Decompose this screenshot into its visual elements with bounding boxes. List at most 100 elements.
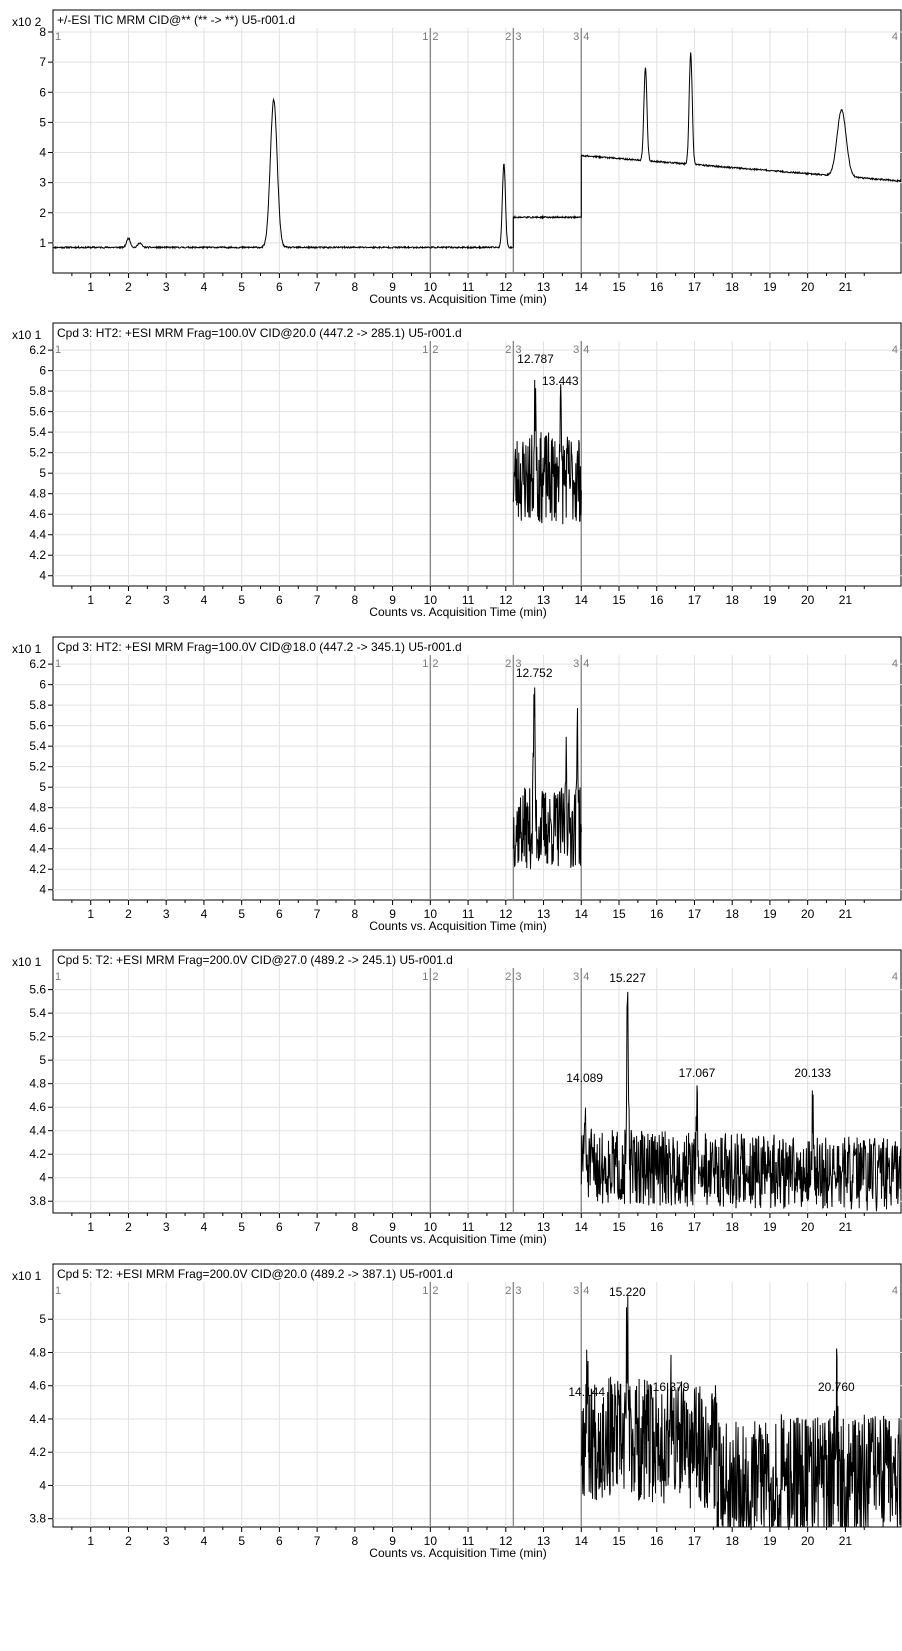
y-tick-label: 6.2: [29, 343, 46, 357]
segment-label-right: 4: [583, 658, 589, 670]
x-axis-label: Counts vs. Acquisition Time (min): [369, 1232, 546, 1246]
y-tick-label: 1: [39, 236, 46, 250]
x-tick-label: 8: [352, 1534, 359, 1548]
chart-group: x10 2 +/-ESI TIC MRM CID@** (** -> **) U5…: [12, 9, 902, 306]
x-tick-label: 10: [424, 907, 438, 921]
x-tick-label: 17: [688, 280, 702, 294]
x-tick-label: 19: [763, 1534, 777, 1548]
segment-label-right: 2: [432, 971, 438, 983]
segment-start-label: 1: [55, 1285, 61, 1297]
chromatogram-trace: [580, 991, 902, 1212]
chromatogram-trace: [52, 52, 902, 250]
x-tick-label: 7: [314, 1534, 321, 1548]
x-tick-label: 12: [499, 593, 513, 607]
x-tick-label: 13: [537, 907, 551, 921]
chart-group: x10 1 Cpd 5: T2: +ESI MRM Frag=200.0V CID…: [12, 949, 902, 1246]
y-tick-label: 6: [39, 364, 46, 378]
y-tick-label: 6: [39, 85, 46, 99]
x-tick-label: 4: [201, 907, 208, 921]
x-tick-label: 18: [726, 593, 740, 607]
x-tick-label: 2: [125, 593, 132, 607]
segment-label-right: 4: [583, 31, 589, 43]
y-tick-label: 2: [39, 206, 46, 220]
y-tick-label: 4.4: [29, 528, 46, 542]
x-tick-label: 15: [612, 907, 626, 921]
segment-start-label: 1: [55, 344, 61, 356]
peak-annotation: 15.227: [609, 971, 646, 985]
y-tick-label: 4.2: [29, 1147, 46, 1161]
x-tick-label: 7: [314, 907, 321, 921]
segment-end-label: 4: [892, 1285, 898, 1297]
chart-panel-3: x10 1 Cpd 3: HT2: +ESI MRM Frag=100.0V CI…: [12, 636, 902, 933]
plot-frame: [52, 949, 902, 1214]
peak-annotation: 17.067: [679, 1066, 716, 1080]
x-tick-label: 15: [612, 1534, 626, 1548]
y-multiplier: x10 1: [12, 328, 42, 342]
x-tick-label: 18: [726, 1220, 740, 1234]
peak-annotation: 13.443: [542, 374, 579, 388]
y-multiplier: x10 2: [12, 15, 42, 29]
x-tick-label: 15: [612, 280, 626, 294]
y-tick-label: 4.4: [29, 1124, 46, 1138]
y-tick-label: 5.8: [29, 384, 46, 398]
segment-label-right: 2: [432, 344, 438, 356]
segment-label-right: 3: [515, 658, 521, 670]
x-tick-label: 3: [163, 907, 170, 921]
segment-label-left: 1: [422, 658, 428, 670]
y-tick-label: 4: [39, 146, 46, 160]
y-tick-label: 4.2: [29, 862, 46, 876]
chart-group: x10 1 Cpd 3: HT2: +ESI MRM Frag=100.0V CI…: [12, 322, 902, 619]
y-tick-label: 5.2: [29, 760, 46, 774]
chart-title: Cpd 5: T2: +ESI MRM Frag=200.0V CID@20.0…: [57, 1267, 453, 1281]
segment-label-right: 4: [583, 971, 589, 983]
x-tick-label: 20: [801, 280, 815, 294]
segment-label-left: 3: [573, 658, 579, 670]
x-tick-label: 12: [499, 1534, 513, 1548]
y-tick-label: 4.4: [29, 1412, 46, 1426]
x-tick-label: 14: [575, 1534, 589, 1548]
y-tick-label: 4.8: [29, 487, 46, 501]
x-tick-label: 7: [314, 1220, 321, 1234]
y-tick-label: 6: [39, 678, 46, 692]
y-tick-label: 4.8: [29, 801, 46, 815]
x-tick-label: 2: [125, 280, 132, 294]
x-tick-label: 13: [537, 280, 551, 294]
chart-group: x10 1 Cpd 5: T2: +ESI MRM Frag=200.0V CID…: [12, 1263, 902, 1560]
x-tick-label: 13: [537, 593, 551, 607]
y-multiplier: x10 1: [12, 1269, 42, 1283]
chart-title: Cpd 5: T2: +ESI MRM Frag=200.0V CID@27.0…: [57, 953, 453, 967]
y-tick-label: 5.4: [29, 739, 46, 753]
segment-start-label: 1: [55, 658, 61, 670]
x-tick-label: 21: [839, 1534, 853, 1548]
chart-title: Cpd 3: HT2: +ESI MRM Frag=100.0V CID@20.…: [57, 326, 462, 340]
y-tick-label: 5.4: [29, 1006, 46, 1020]
x-tick-label: 6: [276, 593, 283, 607]
y-tick-label: 6.2: [29, 657, 46, 671]
x-tick-label: 10: [424, 280, 438, 294]
x-tick-label: 10: [424, 1534, 438, 1548]
y-tick-label: 7: [39, 55, 46, 69]
x-tick-label: 2: [125, 907, 132, 921]
chart-title: +/-ESI TIC MRM CID@** (** -> **) U5-r001…: [57, 13, 295, 27]
segment-label-left: 2: [505, 31, 511, 43]
x-tick-label: 6: [276, 1220, 283, 1234]
x-tick-label: 14: [575, 907, 589, 921]
x-tick-label: 9: [389, 593, 396, 607]
x-tick-label: 19: [763, 593, 777, 607]
x-tick-label: 8: [352, 280, 359, 294]
x-tick-label: 18: [726, 280, 740, 294]
x-tick-label: 20: [801, 907, 815, 921]
y-tick-label: 4.8: [29, 1345, 46, 1359]
x-tick-label: 15: [612, 593, 626, 607]
x-tick-label: 17: [688, 907, 702, 921]
segment-end-label: 4: [892, 31, 898, 43]
segment-label-left: 1: [422, 344, 428, 356]
y-multiplier: x10 1: [12, 642, 42, 656]
x-tick-label: 18: [726, 907, 740, 921]
peak-annotation: 14.144: [568, 1385, 605, 1399]
chart-panel-4: x10 1 Cpd 5: T2: +ESI MRM Frag=200.0V CID…: [12, 949, 902, 1246]
y-tick-label: 4.2: [29, 548, 46, 562]
x-tick-label: 6: [276, 280, 283, 294]
x-tick-label: 4: [201, 593, 208, 607]
